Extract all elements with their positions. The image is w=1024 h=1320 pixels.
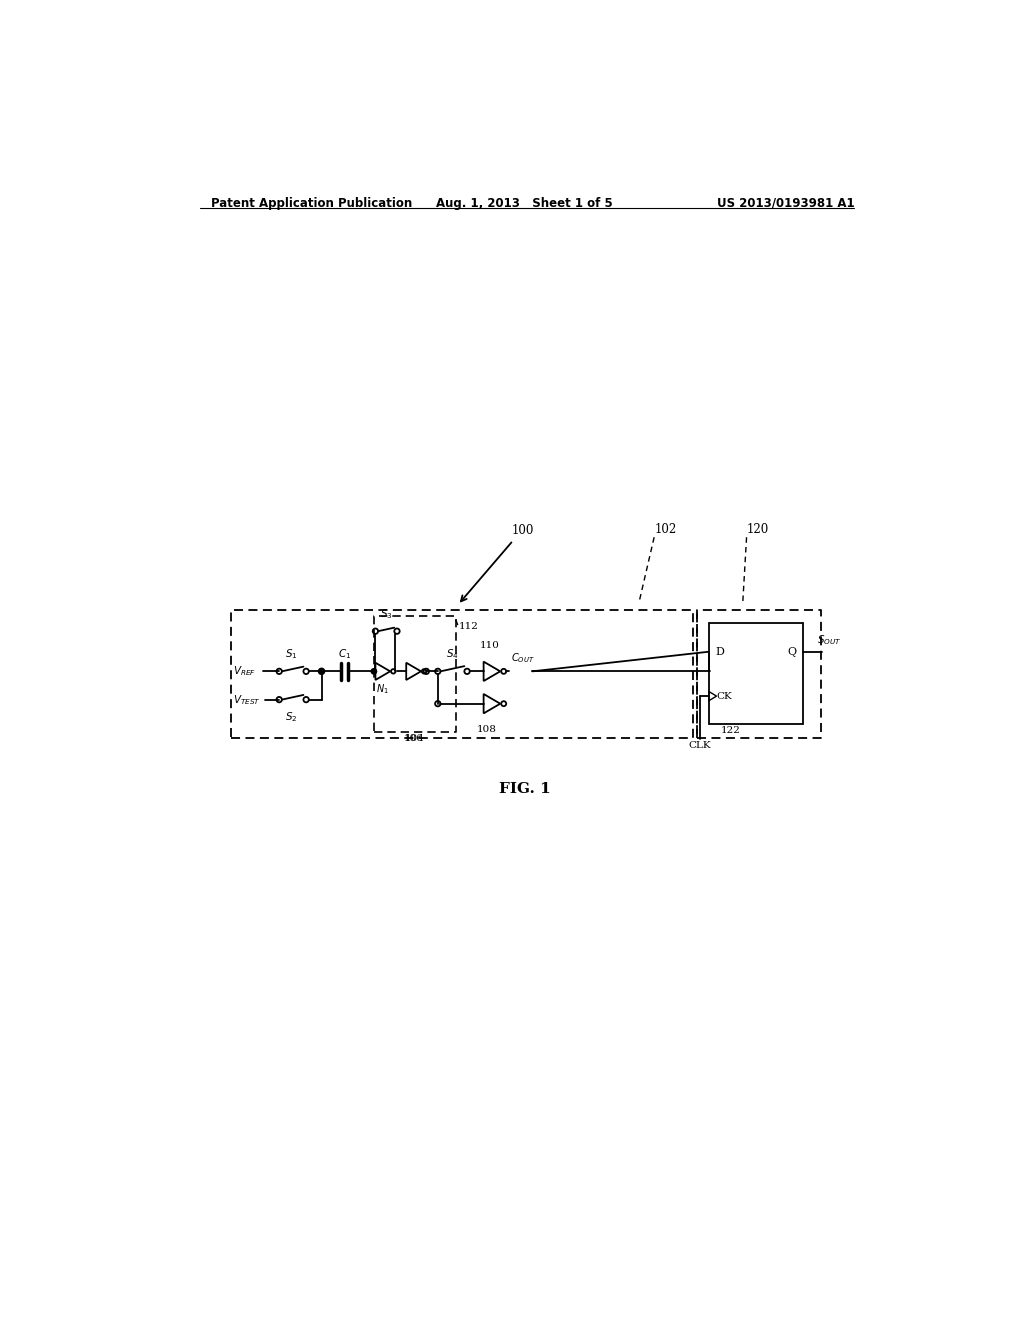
Text: 110: 110 (480, 640, 500, 649)
Text: Aug. 1, 2013   Sheet 1 of 5: Aug. 1, 2013 Sheet 1 of 5 (436, 197, 613, 210)
Text: $V_{TEST}$: $V_{TEST}$ (233, 693, 261, 706)
Text: 122: 122 (721, 726, 740, 735)
Text: 108: 108 (477, 725, 497, 734)
Text: $S_1$: $S_1$ (286, 647, 298, 660)
Text: Patent Application Publication: Patent Application Publication (211, 197, 413, 210)
Text: 104: 104 (404, 734, 425, 743)
Bar (709, 623, 803, 725)
Text: CLK: CLK (688, 741, 711, 750)
Circle shape (318, 668, 325, 675)
Text: $S_{OUT}$: $S_{OUT}$ (816, 634, 841, 647)
Text: $V_{REF}$: $V_{REF}$ (233, 664, 256, 678)
Text: $S_2$: $S_2$ (286, 710, 298, 725)
Text: $S_3$: $S_3$ (380, 607, 392, 622)
Text: 106: 106 (404, 734, 424, 743)
Text: D: D (715, 647, 724, 657)
Text: $S_4$: $S_4$ (446, 647, 459, 660)
Text: $C_{OUT}$: $C_{OUT}$ (511, 651, 535, 665)
Text: 112: 112 (459, 622, 478, 631)
Text: 102: 102 (654, 523, 677, 536)
Text: 100: 100 (512, 524, 535, 537)
Text: Q: Q (787, 647, 797, 657)
Text: $C_1$: $C_1$ (338, 647, 351, 660)
Text: CK: CK (717, 692, 732, 701)
Text: 120: 120 (746, 523, 769, 536)
Circle shape (371, 669, 377, 675)
Text: US 2013/0193981 A1: US 2013/0193981 A1 (717, 197, 854, 210)
Text: $N_1$: $N_1$ (376, 682, 389, 696)
Text: FIG. 1: FIG. 1 (499, 781, 551, 796)
